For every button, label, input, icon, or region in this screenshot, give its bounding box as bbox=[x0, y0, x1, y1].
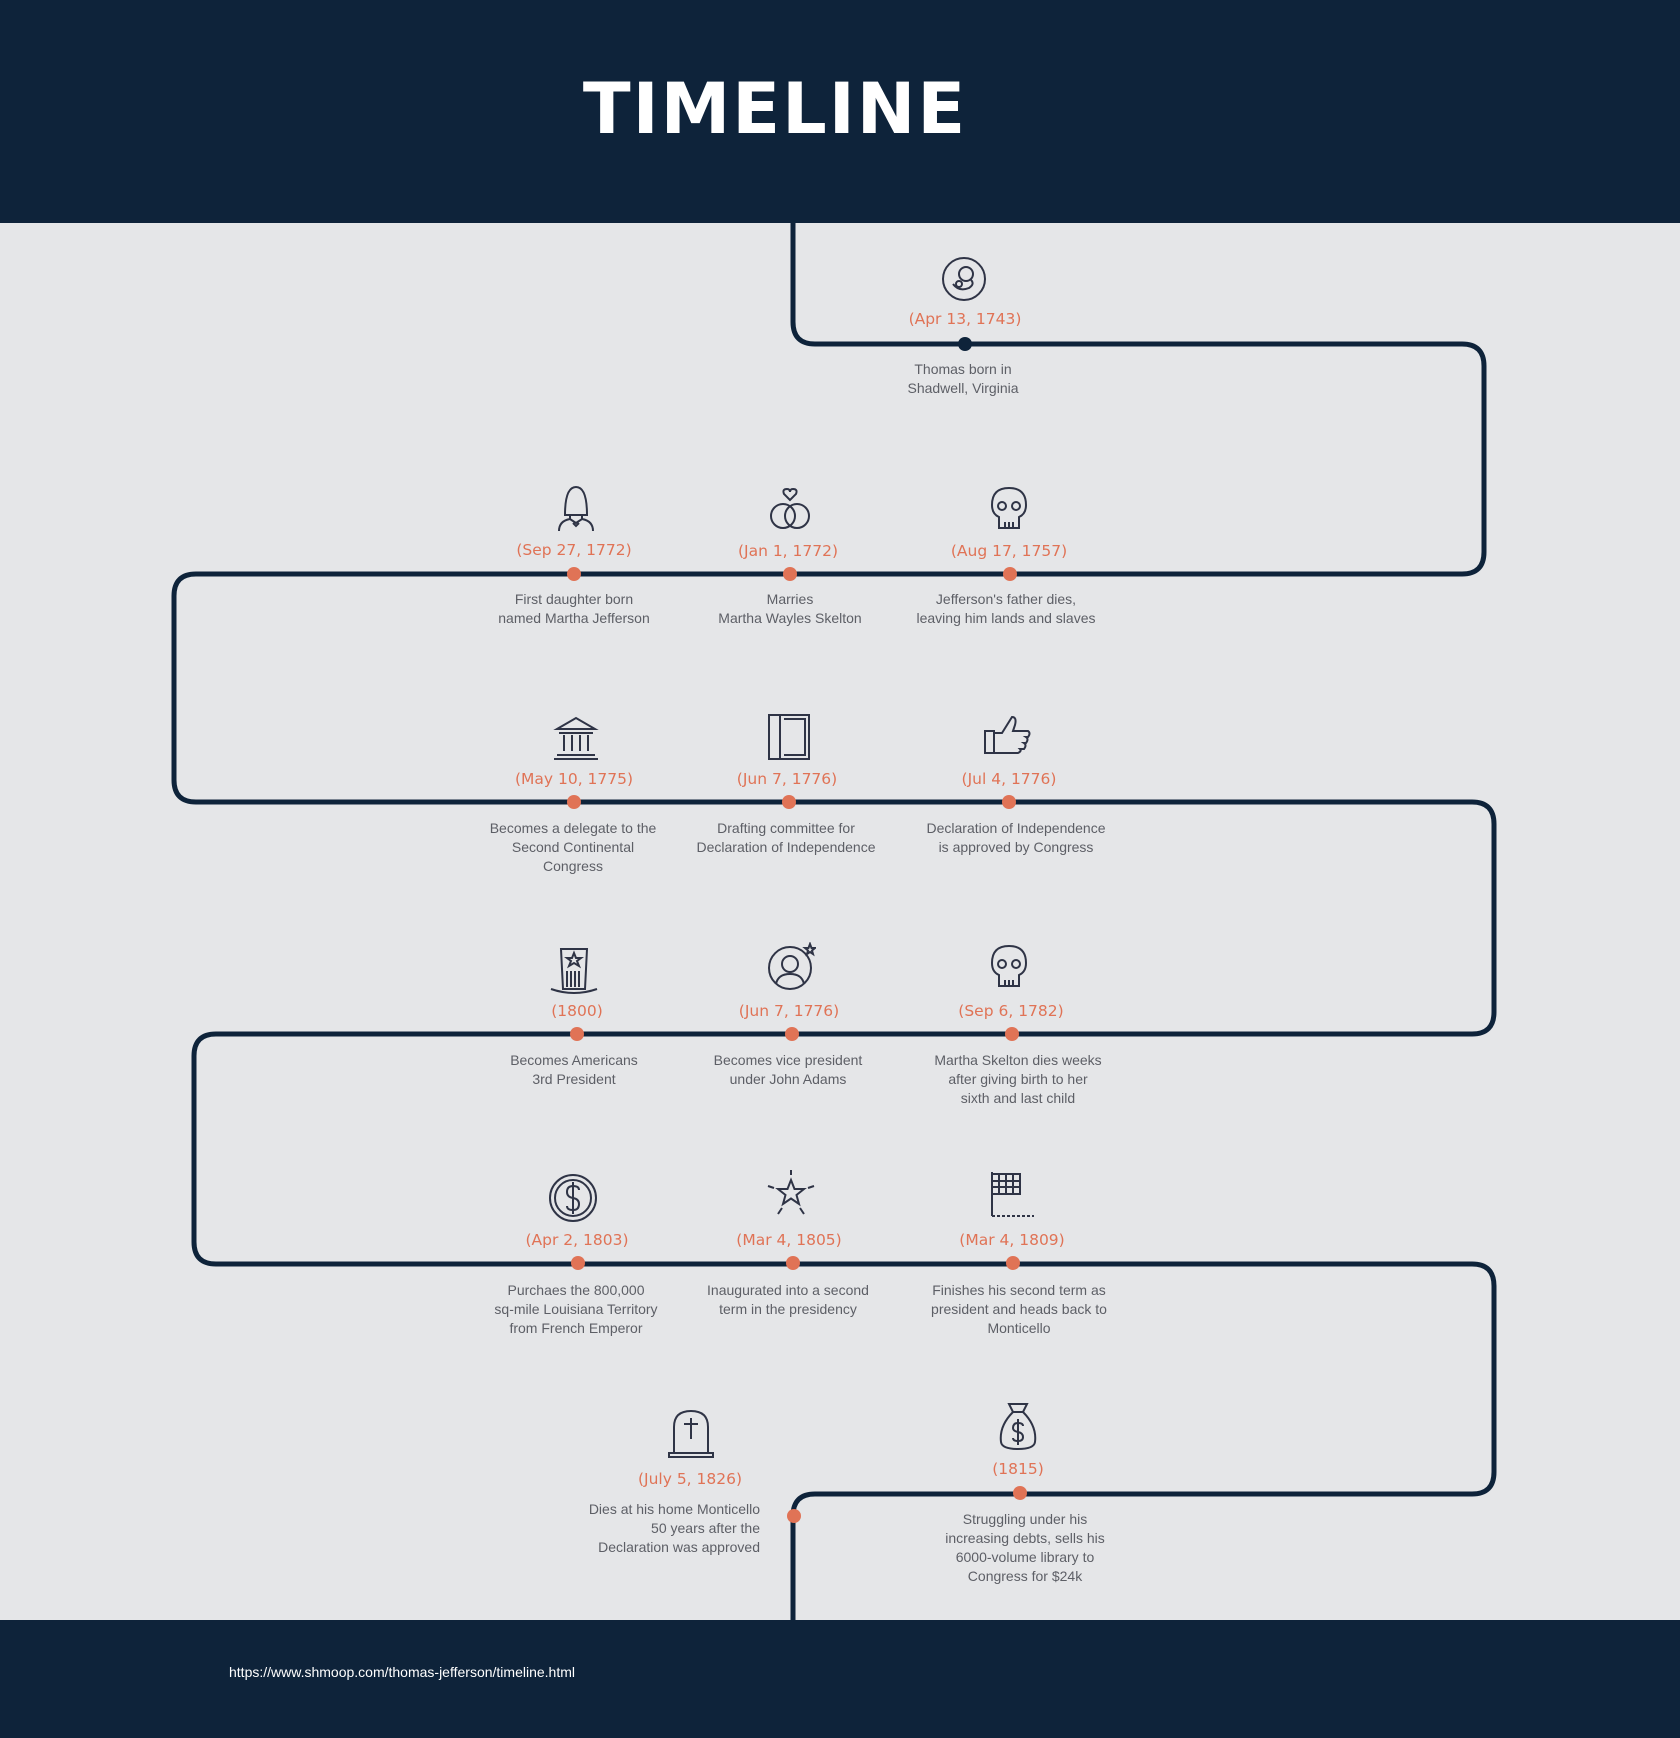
event-date: (July 5, 1826) bbox=[637, 1470, 743, 1488]
uncle-sam-hat-icon bbox=[549, 945, 599, 995]
event-description: Marries Martha Wayles Skelton bbox=[718, 591, 862, 626]
event-date: (1800) bbox=[551, 1002, 603, 1020]
baby-icon bbox=[939, 254, 989, 304]
timeline-marker bbox=[1013, 1486, 1027, 1500]
event-date: (Sep 6, 1782) bbox=[958, 1002, 1064, 1020]
event-description: Declaration of Independence is approved … bbox=[926, 820, 1106, 855]
timeline-marker bbox=[1005, 1027, 1019, 1041]
flag-icon bbox=[988, 1170, 1038, 1220]
timeline-marker bbox=[786, 1256, 800, 1270]
event-description: Jefferson's father dies, leaving him lan… bbox=[916, 591, 1096, 626]
event-date: (1815) bbox=[992, 1460, 1044, 1478]
event-description: Purchaes the 800,000 sq-mile Louisiana T… bbox=[494, 1282, 658, 1336]
event-description: Becomes vice president under John Adams bbox=[713, 1052, 863, 1087]
timeline-marker bbox=[1006, 1256, 1020, 1270]
event-date: (May 10, 1775) bbox=[514, 770, 634, 788]
source-link[interactable]: https://www.shmoop.com/thomas-jefferson/… bbox=[229, 1664, 575, 1680]
tombstone-icon bbox=[666, 1409, 716, 1459]
event-description: Drafting committee for Declaration of In… bbox=[696, 820, 876, 855]
event-description: Struggling under his increasing debts, s… bbox=[945, 1511, 1105, 1584]
timeline-marker bbox=[958, 337, 972, 351]
timeline-marker bbox=[783, 567, 797, 581]
woman-icon bbox=[551, 483, 601, 533]
event-description: Finishes his second term as president an… bbox=[931, 1282, 1107, 1336]
skull-icon bbox=[984, 942, 1034, 992]
event-date: (Jan 1, 1772) bbox=[737, 542, 839, 560]
event-date: (Jun 7, 1776) bbox=[736, 770, 838, 788]
event-date: (Mar 4, 1805) bbox=[736, 1231, 842, 1249]
timeline-marker bbox=[571, 1256, 585, 1270]
timeline-marker bbox=[567, 795, 581, 809]
event-description: Dies at his home Monticello 50 years aft… bbox=[588, 1501, 760, 1555]
header-banner bbox=[0, 0, 1680, 223]
dollar-coin-icon bbox=[548, 1173, 598, 1223]
event-description: Thomas born in Shadwell, Virginia bbox=[907, 361, 1019, 396]
event-date: (Apr 13, 1743) bbox=[908, 310, 1022, 328]
event-date: (Aug 17, 1757) bbox=[950, 542, 1068, 560]
event-description: First daughter born named Martha Jeffers… bbox=[498, 591, 650, 626]
rings-icon bbox=[765, 484, 815, 534]
event-date: (Jun 7, 1776) bbox=[738, 1002, 840, 1020]
event-description: Becomes Americans 3rd President bbox=[510, 1052, 638, 1087]
event-description: Inaugurated into a second term in the pr… bbox=[707, 1282, 869, 1317]
timeline-marker bbox=[567, 567, 581, 581]
event-description: Becomes a delegate to the Second Contine… bbox=[489, 820, 657, 874]
footer-banner bbox=[0, 1620, 1680, 1738]
timeline-marker bbox=[1002, 795, 1016, 809]
timeline-marker bbox=[1003, 567, 1017, 581]
skull-icon bbox=[984, 484, 1034, 534]
event-date: (Mar 4, 1809) bbox=[959, 1231, 1065, 1249]
event-date: (Sep 27, 1772) bbox=[516, 541, 632, 559]
thumbs-up-icon bbox=[982, 713, 1032, 763]
government-building-icon bbox=[551, 713, 601, 763]
event-description: Martha Skelton dies weeks after giving b… bbox=[934, 1052, 1102, 1106]
timeline-marker bbox=[785, 1027, 799, 1041]
event-date: (Jul 4, 1776) bbox=[961, 770, 1057, 788]
timeline-marker bbox=[787, 1509, 801, 1523]
page-title: TIMELINE bbox=[582, 68, 968, 150]
star-burst-icon bbox=[766, 1168, 816, 1218]
book-icon bbox=[764, 713, 814, 763]
money-bag-icon bbox=[993, 1402, 1043, 1452]
event-date: (Apr 2, 1803) bbox=[525, 1231, 629, 1249]
person-star-icon bbox=[766, 941, 818, 992]
timeline-marker bbox=[570, 1027, 584, 1041]
timeline-marker bbox=[782, 795, 796, 809]
